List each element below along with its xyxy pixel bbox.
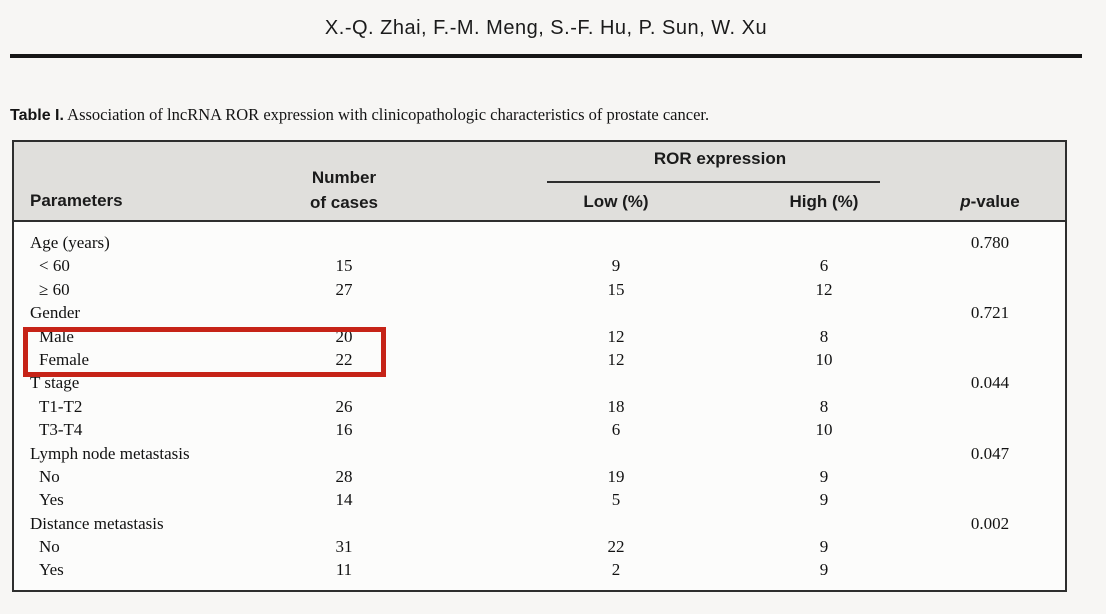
- table-cell-param: No: [39, 466, 60, 486]
- col-header-parameters: Parameters: [30, 191, 123, 210]
- table-row: Yes 14 5 9: [14, 488, 1065, 511]
- table-cell-param: T stage: [30, 373, 80, 393]
- col-header-low-percent: Low (%): [583, 192, 649, 211]
- table-cell-high: 12: [815, 279, 833, 299]
- table-row: Distance metastasis 0.002: [14, 512, 1065, 535]
- col-header-number-of-cases: Number of cases: [284, 165, 404, 215]
- table-body: Age (years) 0.780 < 60 15 9 6 ≥ 60 27 15 12 Gender…: [14, 222, 1065, 582]
- p-value-italic-p: p: [960, 192, 971, 211]
- p-value-rest: -value: [970, 192, 1020, 211]
- table-row: No 31 22 9: [14, 535, 1065, 558]
- table-row: No 28 19 9: [14, 465, 1065, 488]
- table-cell-low: 18: [607, 396, 625, 416]
- table-cell-low: 19: [607, 466, 625, 486]
- col-header-number-of-cases-line1: Number: [311, 168, 377, 187]
- table-cell-cases: 14: [335, 490, 353, 510]
- table-row: Female 22 12 10: [14, 348, 1065, 371]
- table-cell-high: 9: [819, 466, 829, 486]
- table-cell-cases: 26: [335, 396, 353, 416]
- table-cell-high: 8: [819, 396, 829, 416]
- header-rule: [10, 54, 1082, 58]
- col-header-high-percent: High (%): [789, 192, 859, 211]
- table-row: Lymph node metastasis 0.047: [14, 442, 1065, 465]
- table-cell-param: < 60: [39, 256, 70, 276]
- table-cell-cases: 28: [335, 466, 353, 486]
- table-cell-param: Yes: [39, 560, 64, 580]
- data-table: Parameters Number of cases ROR expressio…: [12, 140, 1067, 592]
- table-cell-low: 22: [607, 537, 625, 557]
- table-cell-low: 9: [611, 256, 621, 276]
- ror-group-underline: [547, 181, 880, 183]
- table-cell-low: 15: [607, 279, 625, 299]
- table-cell-param: No: [39, 537, 60, 557]
- table-cell-param: ≥ 60: [39, 279, 70, 299]
- table-cell-cases: 16: [335, 420, 353, 440]
- table-cell-p: 0.047: [970, 443, 1010, 463]
- table-cell-param: T1-T2: [39, 396, 83, 416]
- table-cell-param: T3-T4: [39, 420, 83, 440]
- table-cell-high: 9: [819, 490, 829, 510]
- table-row: T stage 0.044: [14, 371, 1065, 394]
- col-header-number-of-cases-line2: of cases: [309, 193, 379, 212]
- table-cell-cases: 11: [335, 560, 353, 580]
- table-caption-label: Table I.: [10, 107, 64, 124]
- table-cell-param: Distance metastasis: [30, 513, 164, 533]
- table-cell-low: 12: [607, 349, 625, 369]
- table-cell-param: Gender: [30, 303, 81, 323]
- running-head-authors: X.-Q. Zhai, F.-M. Meng, S.-F. Hu, P. Sun…: [324, 17, 768, 39]
- table-cell-low: 12: [607, 326, 625, 346]
- table-cell-high: 8: [819, 326, 829, 346]
- col-header-p-value: p-value: [920, 192, 1060, 212]
- highlight-box: [23, 327, 386, 377]
- table-cell-high: 9: [819, 537, 829, 557]
- table-cell-p: 0.044: [970, 373, 1010, 393]
- table-row: < 60 15 9 6: [14, 254, 1065, 277]
- table-row: Age (years) 0.780: [14, 231, 1065, 254]
- table-row: Yes 11 2 9: [14, 558, 1065, 581]
- col-group-header-ror-expression: ROR expression: [653, 149, 787, 168]
- table-cell-low: 6: [611, 420, 621, 440]
- table-cell-p: 0.002: [970, 513, 1010, 533]
- table-row: T3-T4 16 6 10: [14, 418, 1065, 441]
- table-cell-param: Female: [39, 349, 90, 369]
- table-row: T1-T2 26 18 8: [14, 395, 1065, 418]
- table-cell-high: 10: [815, 420, 833, 440]
- table-caption: Table I. Association of lncRNA ROR expre…: [10, 105, 1090, 125]
- table-cell-high: 9: [819, 560, 829, 580]
- table-cell-param: Age (years): [30, 233, 110, 252]
- table-cell-p: 0.780: [970, 233, 1010, 252]
- table-cell-low: 5: [611, 490, 621, 510]
- table-cell-param: Lymph node metastasis: [30, 443, 190, 463]
- table-cell-high: 10: [815, 349, 833, 369]
- table-cell-cases: 31: [335, 537, 353, 557]
- table-caption-text: Association of lncRNA ROR expression wit…: [63, 105, 710, 124]
- table-cell-low: 2: [611, 560, 621, 580]
- table-cell-cases: 22: [335, 349, 353, 369]
- table-cell-cases: 27: [335, 279, 353, 299]
- table-cell-high: 6: [819, 256, 829, 276]
- table-header-row: Parameters Number of cases ROR expressio…: [14, 142, 1065, 222]
- table-cell-p: 0.721: [970, 303, 1010, 323]
- table-cell-param: Yes: [39, 490, 64, 510]
- table-cell-cases: 15: [335, 256, 353, 276]
- table-row: Gender 0.721: [14, 301, 1065, 324]
- table-row: ≥ 60 27 15 12: [14, 278, 1065, 301]
